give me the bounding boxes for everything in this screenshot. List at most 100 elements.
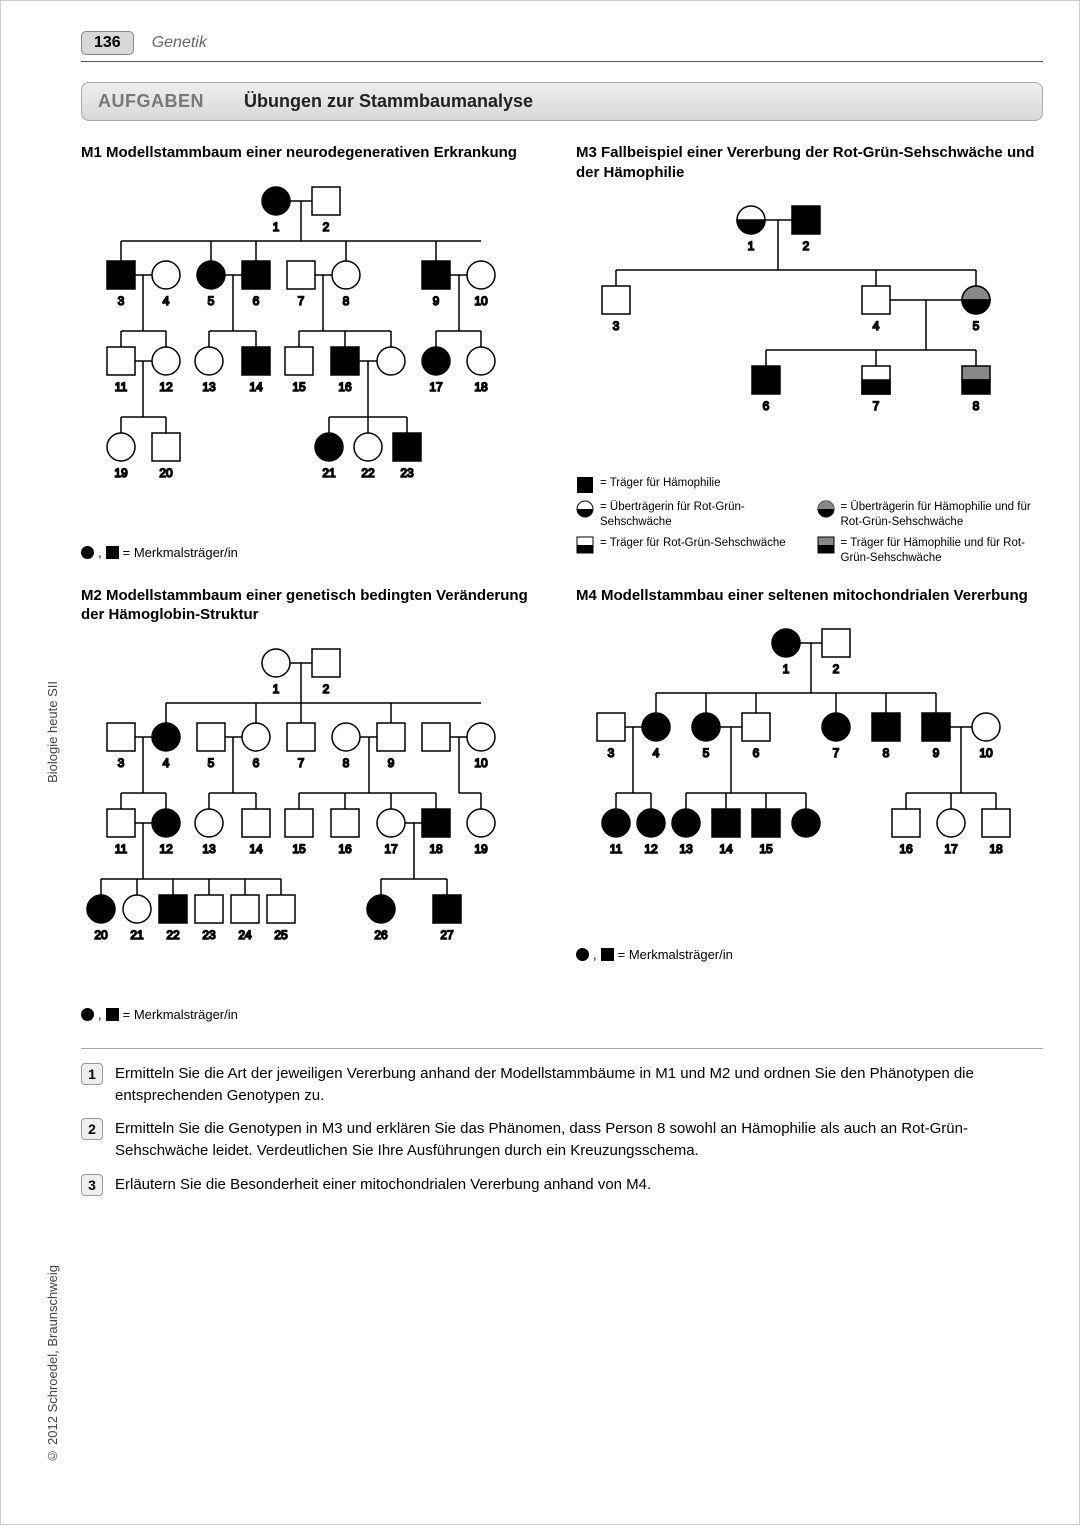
svg-text:18: 18 [474,380,488,394]
m1-legend: , = Merkmalsträger/in [81,545,548,560]
task-1: 1 Ermitteln Sie die Art der jeweiligen V… [81,1063,1043,1107]
page-header: 136 Genetik [81,31,1043,62]
svg-text:10: 10 [979,746,993,760]
svg-text:10: 10 [474,756,488,770]
svg-text:3: 3 [613,319,620,333]
svg-text:9: 9 [388,756,395,770]
svg-text:13: 13 [202,380,216,394]
svg-text:20: 20 [94,928,108,942]
svg-text:5: 5 [973,319,980,333]
m3-legend: = Träger für Hämophilie = Überträgerin f… [576,476,1043,566]
svg-text:5: 5 [703,746,710,760]
pedigree-m1: M1 Modellstammbaum einer neurodegenerati… [81,141,548,566]
svg-text:26: 26 [374,928,388,942]
m4-legend: , = Merkmalsträger/in [576,947,1043,962]
svg-text:25: 25 [274,928,288,942]
svg-text:19: 19 [114,466,128,480]
svg-text:20: 20 [159,466,173,480]
svg-text:18: 18 [989,842,1003,856]
svg-text:4: 4 [163,294,170,308]
filled-square-icon [106,546,119,559]
svg-text:14: 14 [249,380,263,394]
svg-text:21: 21 [322,466,336,480]
svg-text:1: 1 [783,662,790,676]
svg-text:8: 8 [973,399,980,413]
pedigree-m2: M2 Modellstammbaum einer genetisch bedin… [81,584,548,1022]
svg-text:24: 24 [238,928,252,942]
m4-title: M4 Modellstammbau einer seltenen mitocho… [576,586,1043,606]
legend-circ-halfblack-icon [576,500,594,518]
m3-legend-d: = Träger für Rot-Grün-Sehschwäche [600,536,786,551]
task-2: 2 Ermitteln Sie die Genotypen in M3 und … [81,1118,1043,1162]
svg-text:22: 22 [361,466,375,480]
task-list: 1 Ermitteln Sie die Art der jeweiligen V… [81,1048,1043,1196]
pedigree-m4: M4 Modellstammbau einer seltenen mitocho… [576,584,1043,1022]
svg-text:6: 6 [253,756,260,770]
filled-square-icon [106,1008,119,1021]
svg-text:3: 3 [118,294,125,308]
filled-circle-icon [81,1008,94,1021]
svg-text:9: 9 [933,746,940,760]
svg-text:22: 22 [166,928,180,942]
svg-text:17: 17 [429,380,443,394]
side-label-book: Biologie heute SII [45,681,60,783]
task-number: 3 [81,1174,103,1196]
svg-text:14: 14 [249,842,263,856]
task-3: 3 Erläutern Sie die Besonderheit einer m… [81,1174,1043,1196]
svg-text:8: 8 [883,746,890,760]
m3-legend-a: = Träger für Hämophilie [600,476,721,491]
svg-text:13: 13 [679,842,693,856]
svg-text:16: 16 [338,842,352,856]
svg-text:11: 11 [115,380,128,394]
svg-text:23: 23 [202,928,216,942]
svg-text:2: 2 [323,220,330,234]
task-number: 2 [81,1118,103,1140]
svg-text:12: 12 [644,842,658,856]
svg-text:2: 2 [833,662,840,676]
svg-text:1: 1 [748,239,755,253]
svg-text:17: 17 [384,842,398,856]
m2-legend-text: = Merkmalsträger/in [123,1007,238,1022]
m3-legend-c: = Überträgerin für Hämophilie und für Ro… [841,500,1044,530]
page: Biologie heute SII © 2012 Schroedel, Bra… [0,0,1080,1525]
section-title-bar: AUFGABEN Übungen zur Stammbaumanalyse [81,82,1043,121]
svg-text:19: 19 [474,842,488,856]
svg-text:7: 7 [873,399,880,413]
m2-diagram: .n{font:12px Arial;text-anchor:middle} 1… [81,633,521,1003]
svg-text:4: 4 [653,746,660,760]
svg-text:17: 17 [944,842,958,856]
svg-text:5: 5 [208,294,215,308]
m4-legend-text: = Merkmalsträger/in [618,947,733,962]
m1-legend-text: = Merkmalsträger/in [123,545,238,560]
m2-title: M2 Modellstammbaum einer genetisch bedin… [81,586,548,625]
m3-legend-e: = Träger für Hämophilie und für Rot-Grün… [841,536,1044,566]
pedigree-m3: M3 Fallbeispiel einer Vererbung der Rot-… [576,141,1043,566]
m1-title: M1 Modellstammbaum einer neurodegenerati… [81,143,548,163]
svg-text:15: 15 [292,842,306,856]
legend-circ-greyblack-icon [817,500,835,518]
chapter-title: Genetik [152,34,207,52]
svg-text:7: 7 [833,746,840,760]
svg-text:1: 1 [273,682,280,696]
section-title: Übungen zur Stammbaumanalyse [244,91,533,112]
m4-diagram: .n{font:12px Arial;text-anchor:middle} 1… [576,613,1016,943]
svg-text:3: 3 [608,746,615,760]
legend-sq-halfblack-icon [576,536,594,554]
m3-diagram: .n{font:12px Arial;text-anchor:middle} 1… [576,190,1016,470]
section-label: AUFGABEN [98,91,204,112]
svg-text:6: 6 [753,746,760,760]
svg-text:7: 7 [298,756,305,770]
task-2-text: Ermitteln Sie die Genotypen in M3 und er… [115,1118,1043,1162]
svg-text:6: 6 [253,294,260,308]
task-number: 1 [81,1063,103,1085]
svg-text:1: 1 [273,220,280,234]
svg-text:11: 11 [115,842,128,856]
svg-text:9: 9 [433,294,440,308]
svg-text:10: 10 [474,294,488,308]
legend-sq-greyblack-icon [817,536,835,554]
svg-text:21: 21 [130,928,144,942]
m3-title: M3 Fallbeispiel einer Vererbung der Rot-… [576,143,1043,182]
svg-text:5: 5 [208,756,215,770]
svg-text:14: 14 [719,842,733,856]
filled-square-icon [601,948,614,961]
